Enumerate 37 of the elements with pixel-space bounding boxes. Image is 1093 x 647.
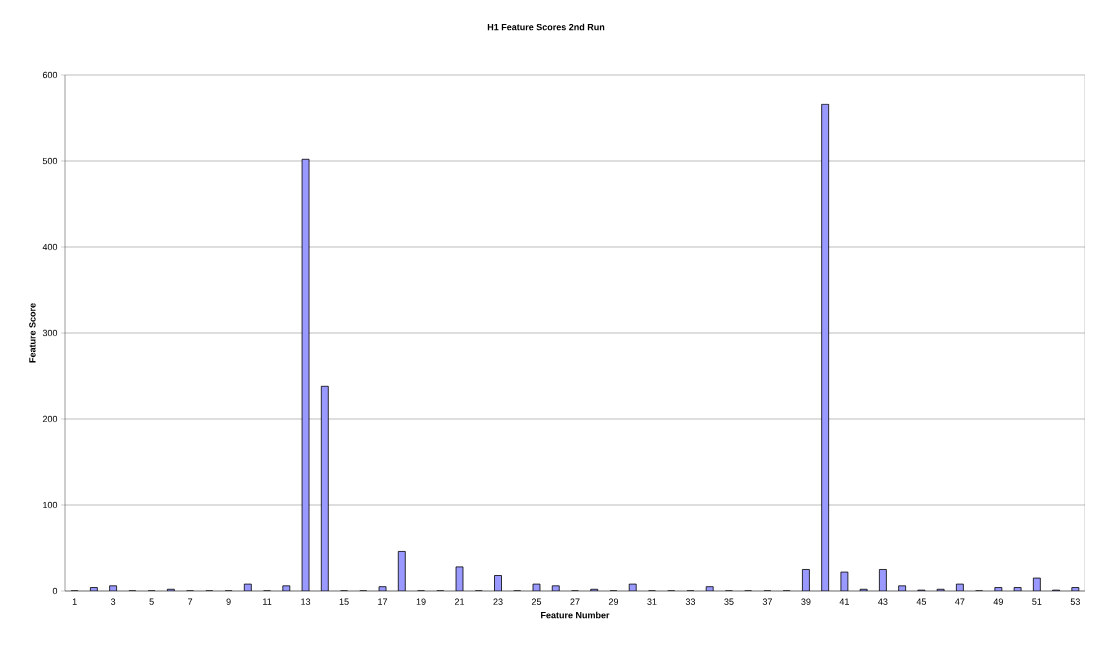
y-tick-label: 100 — [43, 501, 58, 509]
x-tick-label: 45 — [916, 598, 926, 605]
x-tick-label: 51 — [1032, 598, 1042, 605]
y-tick-label: 400 — [42, 243, 58, 251]
x-tick-label: 25 — [531, 598, 542, 605]
x-tick-label: 37 — [762, 598, 772, 605]
x-tick-label: 53 — [1070, 598, 1080, 605]
y-tick-label: 0 — [52, 587, 58, 595]
x-tick-label: 39 — [801, 598, 811, 605]
y-tick-label: 200 — [42, 415, 58, 423]
x-tick-label: 17 — [378, 598, 388, 605]
x-tick-label: 33 — [685, 598, 696, 605]
x-axis-title: Feature Number — [541, 611, 610, 619]
x-tick-label: 35 — [724, 598, 734, 605]
x-tick-label: 3 — [110, 598, 116, 605]
x-tick-label: 13 — [301, 598, 311, 605]
x-tick-label: 9 — [226, 598, 231, 605]
x-tick-label: 47 — [955, 598, 965, 605]
x-tick-label: 23 — [493, 598, 503, 605]
x-tick-label: 43 — [878, 598, 888, 605]
x-tick-label: 31 — [647, 598, 657, 605]
x-tick-label: 41 — [839, 598, 849, 605]
x-tick-label: 1 — [72, 598, 77, 605]
x-tick-label: 49 — [993, 598, 1003, 605]
x-tick-label: 19 — [416, 598, 426, 605]
x-tick-label: 15 — [339, 598, 349, 605]
y-tick-label: 600 — [42, 71, 58, 79]
x-tick-label: 27 — [570, 598, 580, 605]
x-tick-label: 7 — [188, 598, 193, 605]
x-tick-label: 21 — [454, 598, 465, 605]
x-tick-label: 29 — [608, 598, 619, 605]
x-tick-label: 5 — [149, 598, 154, 605]
x-tick-label: 11 — [263, 598, 272, 605]
chart-title: H1 Feature Scores 2nd Run — [487, 23, 605, 31]
y-axis-title: Feature Score — [29, 303, 36, 363]
y-tick-label: 300 — [42, 329, 58, 337]
y-tick-label: 500 — [42, 157, 58, 165]
